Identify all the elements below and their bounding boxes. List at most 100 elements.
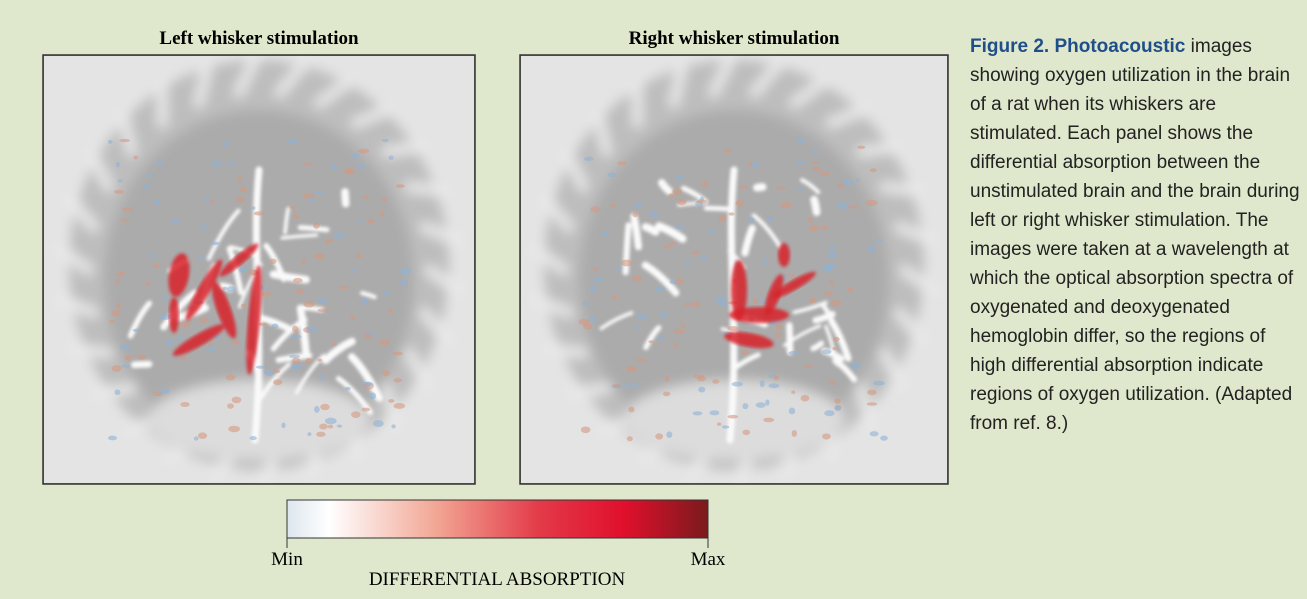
speckle: [194, 436, 199, 440]
speckle: [873, 381, 885, 386]
speckle: [290, 335, 302, 338]
speckle: [773, 375, 779, 380]
speckle: [635, 358, 647, 362]
speckle: [120, 344, 130, 350]
speckle: [293, 278, 303, 283]
figure: Left whisker stimulation Right whisker s…: [0, 0, 1307, 599]
speckle: [319, 374, 324, 379]
speckle: [373, 420, 384, 427]
speckle: [728, 415, 739, 419]
speckle: [659, 312, 668, 317]
speckle: [681, 324, 686, 328]
speckle: [829, 280, 834, 284]
speckle: [356, 254, 363, 258]
speckle: [672, 188, 682, 195]
speckle: [583, 324, 592, 330]
speckle: [111, 310, 120, 316]
vessel: [345, 192, 346, 204]
speckle: [875, 239, 883, 243]
speckle: [753, 298, 758, 305]
speckle: [675, 225, 686, 229]
speckle: [637, 313, 648, 319]
speckle: [259, 323, 268, 326]
speckle: [162, 296, 166, 302]
speckle: [796, 138, 806, 143]
speckle: [617, 161, 627, 165]
speckle: [358, 149, 369, 154]
speckle: [170, 220, 180, 224]
speckle: [624, 384, 635, 388]
speckle: [765, 399, 769, 405]
speckle: [775, 332, 782, 338]
speckle: [232, 340, 239, 345]
speckle: [301, 259, 305, 263]
speckle: [361, 298, 368, 305]
speckle: [393, 378, 402, 382]
speckle: [400, 268, 412, 275]
caption: Figure 2. Photoacoustic images showing o…: [970, 32, 1305, 438]
speckle: [820, 226, 829, 229]
speckle: [293, 214, 300, 219]
speckle: [340, 286, 349, 289]
speckle: [867, 402, 878, 406]
speckle: [362, 408, 370, 412]
speckle: [292, 357, 301, 364]
speckle: [850, 362, 861, 369]
speckle: [739, 186, 748, 189]
speckle: [400, 280, 408, 286]
speckle: [306, 326, 317, 333]
speckle: [239, 267, 248, 273]
speckle: [120, 219, 128, 223]
speckle: [200, 255, 204, 259]
speckle: [114, 190, 124, 194]
speckle: [692, 301, 700, 308]
speckle: [760, 380, 765, 387]
speckle: [313, 253, 325, 259]
speckle: [388, 399, 394, 403]
speckle: [735, 200, 744, 206]
speckle: [717, 422, 721, 426]
speckle: [314, 406, 320, 413]
speckle: [655, 433, 663, 439]
speckle: [256, 366, 266, 369]
speckle: [764, 258, 768, 265]
activation: [729, 307, 789, 323]
speckle: [118, 179, 123, 182]
speckle: [763, 418, 774, 423]
speckle: [789, 351, 799, 355]
speckle: [584, 157, 594, 161]
speckle: [303, 301, 314, 308]
speckle: [801, 395, 810, 402]
speckle: [291, 363, 302, 370]
colorbar: [287, 500, 708, 538]
speckle: [254, 211, 264, 215]
speckle: [752, 161, 760, 167]
speckle: [663, 245, 671, 249]
speckle: [601, 232, 609, 236]
speckle: [697, 199, 707, 204]
speckle: [832, 347, 837, 350]
speckle: [115, 279, 120, 283]
speckle: [697, 376, 707, 381]
speckle: [382, 197, 387, 202]
speckle: [133, 329, 141, 332]
speckle: [677, 199, 686, 205]
skull-streak: [885, 187, 920, 191]
speckle: [289, 355, 300, 359]
speckle: [394, 403, 406, 409]
speckle: [742, 349, 748, 355]
speckle: [857, 146, 865, 149]
speckle: [632, 211, 637, 217]
speckle: [223, 287, 228, 290]
speckle: [670, 242, 676, 245]
speckle: [673, 342, 678, 347]
speckle: [813, 167, 822, 171]
speckle: [590, 206, 600, 212]
speckle: [621, 259, 633, 266]
speckle: [592, 277, 604, 282]
vessel: [757, 187, 763, 188]
speckle: [612, 294, 617, 300]
speckle: [635, 383, 640, 386]
speckle: [701, 255, 706, 262]
speckle: [768, 383, 779, 388]
